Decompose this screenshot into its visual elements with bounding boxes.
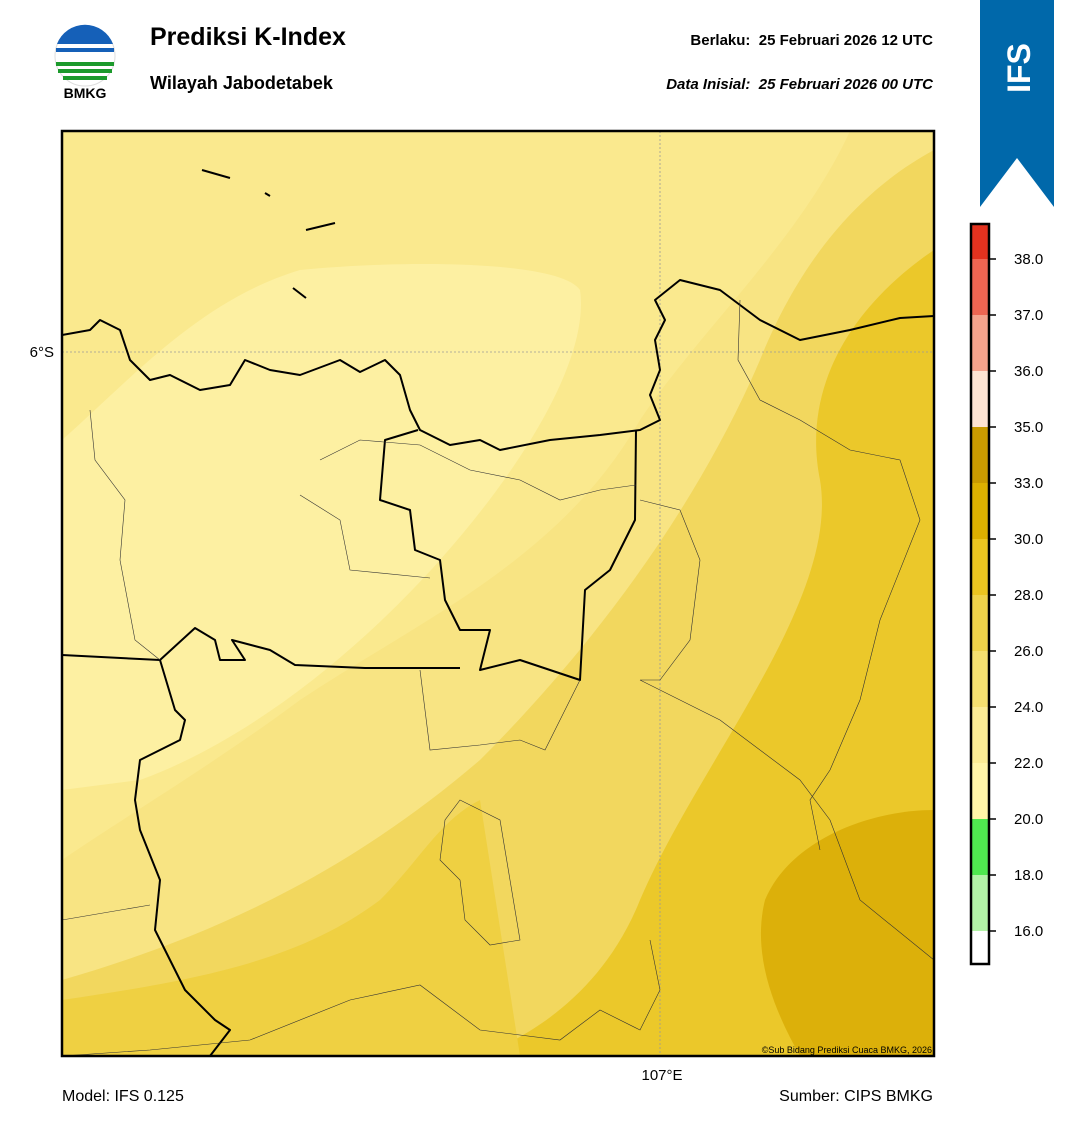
init-time: Data Inisial: 25 Februari 2026 00 UTC [666, 76, 934, 93]
colorbar-segment [971, 224, 989, 259]
colorbar-segment [971, 875, 989, 931]
map-frame [60, 129, 936, 1058]
colorbar-label: 24.0 [1014, 699, 1043, 716]
colorbar-label: 33.0 [1014, 475, 1043, 492]
colorbar-label: 36.0 [1014, 363, 1043, 380]
colorbar-label: 16.0 [1014, 923, 1043, 940]
colorbar: 38.0 37.0 36.0 35.0 33.0 30.0 28.0 26.0 24.0 22.0… [969, 222, 1043, 966]
logo-text: BMKG [64, 85, 107, 101]
source: Sumber: CIPS BMKG [779, 1088, 933, 1105]
colorbar-segment [971, 483, 989, 539]
lon-label: 107°E [641, 1067, 682, 1084]
subtitle: Wilayah Jabodetabek [150, 73, 334, 93]
colorbar-segment [971, 259, 989, 315]
colorbar-frame [969, 222, 991, 966]
valid-time: Berlaku: 25 Februari 2026 12 UTC [690, 32, 933, 49]
colorbar-label: 22.0 [1014, 755, 1043, 772]
colorbar-label: 35.0 [1014, 419, 1043, 436]
badge-text: IFS [1001, 43, 1037, 93]
model: Model: IFS 0.125 [62, 1088, 184, 1105]
colorbar-label: 18.0 [1014, 867, 1043, 884]
colorbar-label: 20.0 [1014, 811, 1043, 828]
logo: BMKG [54, 24, 116, 101]
credit: ©Sub Bidang Prediksi Cuaca BMKG, 2026 [762, 1045, 932, 1055]
badge [980, 0, 1054, 207]
lat-label: 6°S [30, 344, 54, 361]
colorbar-segment [971, 427, 989, 483]
colorbar-label: 28.0 [1014, 587, 1043, 604]
colorbar-label: 30.0 [1014, 531, 1043, 548]
colorbar-label: 37.0 [1014, 307, 1043, 324]
map [62, 131, 934, 1056]
colorbar-segment [971, 819, 989, 875]
colorbar-label: 26.0 [1014, 643, 1043, 660]
colorbar-segment [971, 315, 989, 371]
colorbar-segment [971, 595, 989, 651]
title: Prediksi K-Index [150, 23, 346, 51]
colorbar-segment [971, 371, 989, 427]
colorbar-segment [971, 931, 989, 964]
colorbar-segment [971, 763, 989, 819]
colorbar-segment [971, 707, 989, 763]
colorbar-segment [971, 539, 989, 595]
colorbar-segment [971, 651, 989, 707]
colorbar-label: 38.0 [1014, 251, 1043, 268]
